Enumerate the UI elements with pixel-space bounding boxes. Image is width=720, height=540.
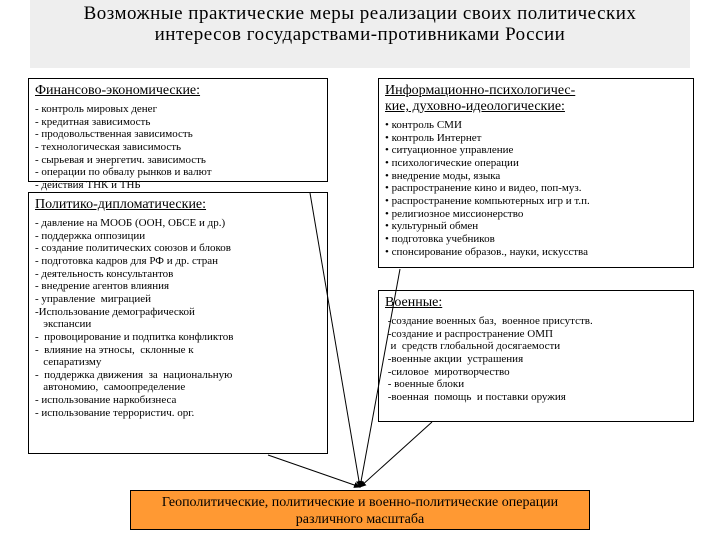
list-item: - влияние на этносы, склонные к — [35, 344, 321, 357]
list-item: - контроль мировых денег — [35, 103, 321, 116]
box-info-header-line1: Информационно-психологичес- — [385, 83, 575, 98]
list-item: сепаратизму — [35, 356, 321, 369]
list-item: - кредитная зависимость — [35, 116, 321, 129]
list-item: - создание политических союзов и блоков — [35, 242, 321, 255]
list-item: -военные акции устрашения — [385, 353, 687, 366]
box-info-header: Информационно-психологичес- кие, духовно… — [385, 83, 687, 115]
list-item: экспансии — [35, 318, 321, 331]
list-item: - технологическая зависимость — [35, 141, 321, 154]
list-item: -военная помощь и поставки оружия — [385, 391, 687, 404]
list-item: - управление миграцией — [35, 293, 321, 306]
box-economic-items: - контроль мировых денег- кредитная зави… — [35, 103, 321, 191]
list-item: - поддержка движения за национальную — [35, 369, 321, 382]
list-item: - операции по обвалу рынков и валют — [35, 166, 321, 179]
page-title: Возможные практические меры реализации с… — [84, 3, 637, 45]
list-item: - внедрение агентов влияния — [35, 280, 321, 293]
list-item: • психологические операции — [385, 157, 687, 170]
list-item: - продовольственная зависимость — [35, 128, 321, 141]
list-item: • культурный обмен — [385, 220, 687, 233]
box-military-items: -создание военных баз, военное присутств… — [385, 315, 687, 403]
list-item: - использование наркобизнеса — [35, 394, 321, 407]
list-item: - деятельность консультантов — [35, 268, 321, 281]
list-item: - давление на МООБ (ООН, ОБСЕ и др.) — [35, 217, 321, 230]
list-item: -создание военных баз, военное присутств… — [385, 315, 687, 328]
list-item: и средств глобальной досягаемости — [385, 340, 687, 353]
list-item: • контроль СМИ — [385, 119, 687, 132]
box-info: Информационно-психологичес- кие, духовно… — [378, 78, 694, 268]
footer-line2: различного масштаба — [296, 512, 424, 527]
list-item: - провоцирование и подпитка конфликтов — [35, 331, 321, 344]
list-item: - подготовка кадров для РФ и др. стран — [35, 255, 321, 268]
title-band: Возможные практические меры реализации с… — [30, 0, 690, 68]
box-political-header: Политико-дипломатические: — [35, 197, 321, 213]
list-item: • религиозное миссионерство — [385, 208, 687, 221]
list-item: -Использование демографической — [35, 306, 321, 319]
list-item: - использование террористич. орг. — [35, 407, 321, 420]
footer-box: Геополитические, политические и военно-п… — [130, 490, 590, 530]
list-item: -силовое миротворчество — [385, 366, 687, 379]
list-item: • контроль Интернет — [385, 132, 687, 145]
box-military-header: Военные: — [385, 295, 687, 311]
box-info-items: • контроль СМИ• контроль Интернет• ситуа… — [385, 119, 687, 258]
list-item: -создание и распространение ОМП — [385, 328, 687, 341]
list-item: • подготовка учебников — [385, 233, 687, 246]
box-economic-header: Финансово-экономические: — [35, 83, 321, 99]
diagram-canvas: Возможные практические меры реализации с… — [0, 0, 720, 540]
list-item: - действия ТНК и ТНБ — [35, 179, 321, 192]
list-item: • спонсирование образов., науки, искусст… — [385, 246, 687, 259]
list-item: • внедрение моды, языка — [385, 170, 687, 183]
footer-line1: Геополитические, политические и военно-п… — [162, 495, 558, 510]
list-item: - поддержка оппозиции — [35, 230, 321, 243]
box-military: Военные: -создание военных баз, военное … — [378, 290, 694, 422]
list-item: - военные блоки — [385, 378, 687, 391]
box-political-items: - давление на МООБ (ООН, ОБСЕ и др.)- по… — [35, 217, 321, 419]
list-item: • ситуационное управление — [385, 144, 687, 157]
list-item: • распространение компьютерных игр и т.п… — [385, 195, 687, 208]
list-item: - сырьевая и энергетич. зависимость — [35, 154, 321, 167]
box-political: Политико-дипломатические: - давление на … — [28, 192, 328, 454]
list-item: автономию, самоопределение — [35, 381, 321, 394]
box-info-header-line2: кие, духовно-идеологические: — [385, 99, 565, 114]
list-item: • распространение кино и видео, поп-муз. — [385, 182, 687, 195]
box-economic: Финансово-экономические: - контроль миро… — [28, 78, 328, 182]
